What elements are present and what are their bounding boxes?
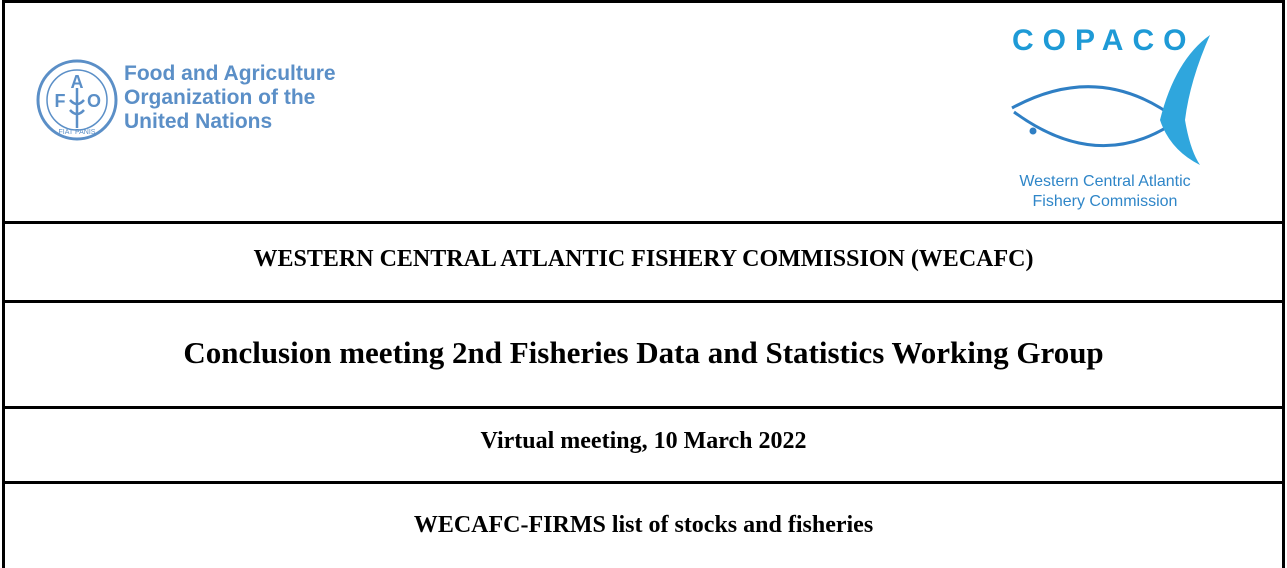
meeting-info: Virtual meeting, 10 March 2022 xyxy=(480,428,807,454)
fao-emblem-inner xyxy=(46,69,108,131)
fao-name-line: Organization of the xyxy=(124,86,315,109)
copaco-name: COPACO xyxy=(1012,24,1195,57)
rule xyxy=(2,221,1285,224)
fao-name-line: United Nations xyxy=(124,110,272,133)
rule xyxy=(2,300,1285,303)
emblem-letter: A xyxy=(71,72,84,92)
heading: WESTERN CENTRAL ATLANTIC FISHERY COMMISS… xyxy=(253,246,1034,272)
fao-wheat xyxy=(69,88,85,128)
fish-tail xyxy=(1160,35,1210,165)
logos: F A O FIAT PANIS Food and Agriculture Or… xyxy=(36,24,1210,210)
fao-emblem-ring xyxy=(36,59,118,141)
fao-logo: F A O FIAT PANIS Food and Agriculture Or… xyxy=(36,59,336,141)
copaco-logo: COPACO Western Central Atlantic Fishery … xyxy=(1011,24,1210,210)
subtitle: WECAFC-FIRMS list of stocks and fisherie… xyxy=(413,512,874,538)
copaco-subtitle: Fishery Commission xyxy=(1033,193,1178,210)
fish-eye xyxy=(1029,127,1037,135)
emblem-motto: FIAT PANIS xyxy=(59,129,96,136)
emblem-letter: F xyxy=(55,91,66,111)
rule xyxy=(2,406,1285,409)
copaco-subtitle: Western Central Atlantic xyxy=(1019,173,1190,190)
fao-name-line: Food and Agriculture xyxy=(124,62,336,85)
rule xyxy=(2,481,1285,484)
fish-outline xyxy=(1011,85,1179,147)
title: Conclusion meeting 2nd Fisheries Data an… xyxy=(183,335,1104,370)
emblem-letter: O xyxy=(87,91,101,111)
